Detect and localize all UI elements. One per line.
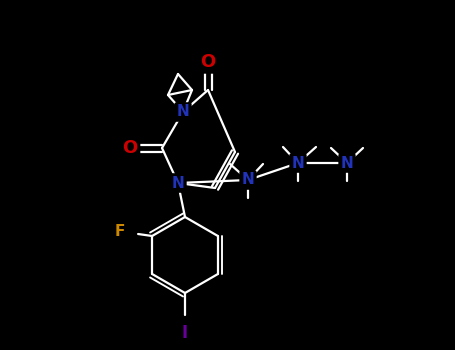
- Text: N: N: [172, 175, 184, 190]
- Text: N: N: [341, 155, 354, 170]
- Text: N: N: [292, 155, 304, 170]
- Text: I: I: [182, 324, 188, 342]
- Text: N: N: [177, 105, 189, 119]
- Text: F: F: [115, 224, 125, 238]
- Text: N: N: [242, 173, 254, 188]
- Text: O: O: [122, 139, 137, 157]
- Text: O: O: [200, 53, 216, 71]
